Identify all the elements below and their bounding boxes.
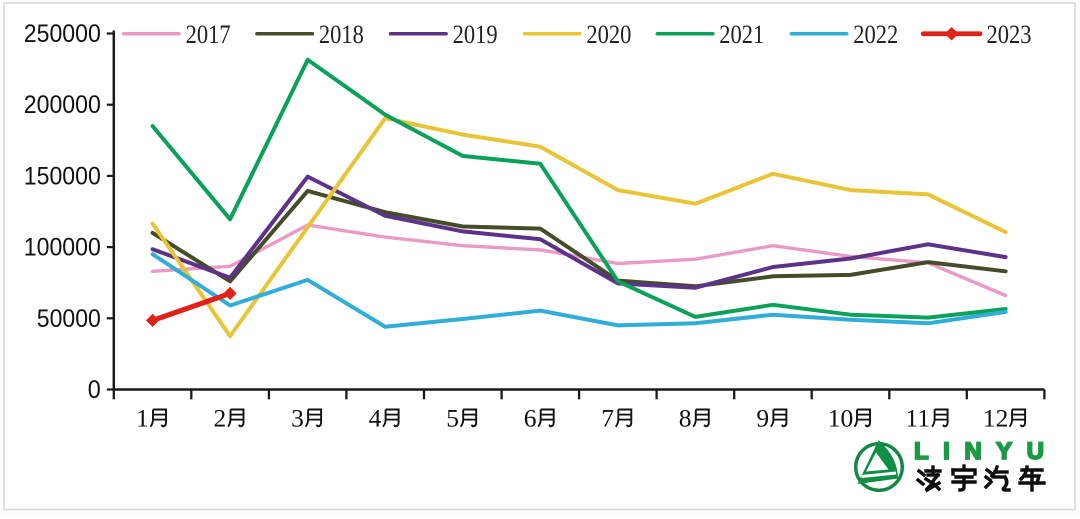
svg-text:50000: 50000 <box>37 305 101 333</box>
svg-text:9: 9 <box>756 404 769 433</box>
svg-text:2021: 2021 <box>719 19 764 49</box>
svg-text:2: 2 <box>214 404 227 433</box>
svg-text:6: 6 <box>524 404 537 433</box>
svg-text:150000: 150000 <box>24 162 101 190</box>
svg-text:250000: 250000 <box>24 20 101 48</box>
svg-text:2018: 2018 <box>319 19 364 49</box>
svg-text:5: 5 <box>446 404 459 433</box>
svg-text:2017: 2017 <box>186 19 231 49</box>
svg-text:7: 7 <box>601 404 614 433</box>
svg-text:10: 10 <box>828 404 854 433</box>
svg-text:8: 8 <box>679 404 692 433</box>
svg-text:2020: 2020 <box>586 19 631 49</box>
svg-text:2023: 2023 <box>987 19 1032 49</box>
svg-text:2022: 2022 <box>853 19 898 49</box>
svg-text:LINYU: LINYU <box>914 438 1059 465</box>
svg-text:100000: 100000 <box>24 234 101 262</box>
svg-text:0: 0 <box>88 376 101 404</box>
svg-text:2019: 2019 <box>453 19 498 49</box>
svg-text:4: 4 <box>369 404 382 433</box>
svg-text:1: 1 <box>136 404 149 433</box>
svg-text:3: 3 <box>291 404 304 433</box>
svg-text:12: 12 <box>983 404 1009 433</box>
svg-text:11: 11 <box>905 404 930 433</box>
svg-text:200000: 200000 <box>24 91 101 119</box>
